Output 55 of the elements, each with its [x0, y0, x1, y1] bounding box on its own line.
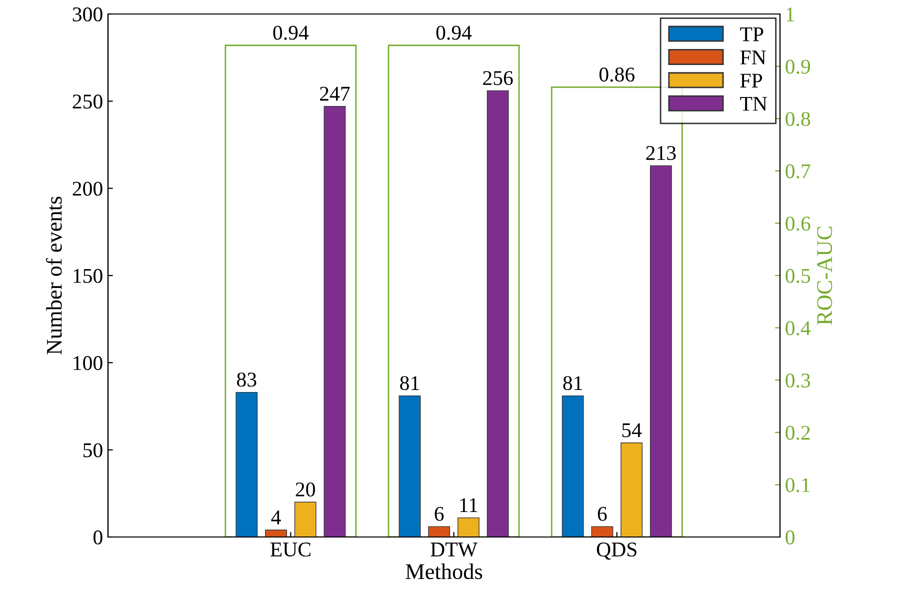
y2-tick-label: 0.6: [786, 216, 810, 231]
y2-tick-label: 0.8: [786, 112, 810, 126]
y2-tick-label: 0.5: [786, 268, 810, 284]
bar: [620, 442, 643, 537]
x-tick-label: EUC: [270, 542, 310, 557]
x-tick-label: QDS: [596, 542, 636, 560]
data-label: 247: [320, 86, 350, 101]
data-label: 81: [400, 376, 419, 390]
bar: [265, 530, 287, 537]
y2-tick-label: 0.1: [786, 478, 810, 492]
legend-label: FP: [740, 74, 762, 88]
data-label: 81: [563, 376, 582, 390]
data-label: 83: [237, 372, 256, 387]
bar: [294, 502, 316, 537]
bar: [458, 517, 480, 537]
data-label: 6: [434, 506, 444, 521]
x-axis-title: Methods: [406, 564, 482, 580]
y2-tick-label: 0: [786, 530, 794, 544]
y-tick-label: 300: [72, 7, 102, 22]
data-label: 0.86: [599, 68, 634, 82]
bar: [486, 90, 509, 537]
data-label: 11: [460, 498, 478, 512]
data-label: 213: [646, 146, 676, 160]
y2-tick-label: 0.4: [786, 321, 811, 336]
y2-tick-label: 0.9: [786, 60, 810, 74]
bar: [562, 395, 584, 537]
y-tick-label: 150: [74, 268, 102, 283]
data-label: 54: [622, 423, 642, 438]
y-tick-label: 200: [72, 182, 102, 196]
y2-tick-label: 0.2: [786, 426, 810, 440]
y-tick-label: 250: [72, 94, 102, 109]
x-tick-label: DTW: [430, 542, 478, 557]
bar: [428, 526, 450, 537]
bar: [591, 526, 614, 537]
data-label: 4: [271, 510, 281, 524]
data-label: 6: [598, 506, 607, 521]
y2-tick-label: 0.7: [786, 164, 810, 178]
y-axis-title: Number of events: [46, 196, 62, 354]
bar: [324, 106, 346, 537]
bar: [236, 392, 258, 537]
y-tick-label: 100: [74, 356, 102, 370]
legend-label: TN: [740, 97, 768, 111]
y2-axis-title: ROC-AUC: [817, 226, 832, 325]
y-tick-label: 50: [84, 443, 102, 458]
y-tick-label: 0: [94, 530, 102, 544]
data-label: 0.94: [436, 26, 472, 40]
data-label: 20: [296, 482, 315, 497]
y2-tick-label: 1: [786, 7, 794, 22]
legend-label: FN: [740, 50, 766, 64]
data-label: 256: [483, 71, 513, 86]
data-label: 0.94: [273, 26, 309, 40]
y2-tick-label: 0.3: [786, 373, 810, 388]
legend-label: TP: [740, 27, 764, 42]
bar: [650, 165, 672, 537]
bar: [398, 395, 421, 537]
